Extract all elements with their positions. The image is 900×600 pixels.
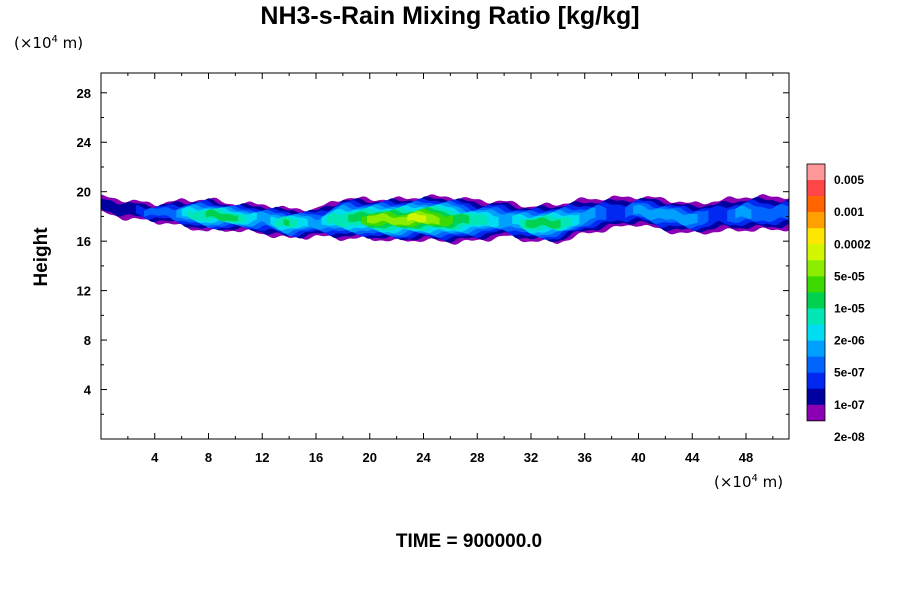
x-unit-base: (×10 bbox=[714, 473, 752, 491]
colorbar-swatch bbox=[807, 308, 825, 325]
x-tick-label: 8 bbox=[205, 450, 212, 465]
colorbar-swatch bbox=[807, 404, 825, 422]
colorbar-label: 1e-05 bbox=[834, 301, 865, 315]
colorbar-frame bbox=[806, 163, 826, 422]
plot-frame bbox=[100, 72, 790, 440]
y-unit-base: (×10 bbox=[14, 34, 52, 52]
y-tick-label: 4 bbox=[84, 383, 92, 398]
x-tick-label: 12 bbox=[255, 450, 269, 465]
contour-band bbox=[407, 212, 427, 223]
colorbar: 0.005 0.001 0.0002 5e-05 1e-05 2e-06 5e-07 1e-0… bbox=[806, 163, 871, 444]
chart-title: NH3-s-Rain Mixing Ratio [kg/kg] bbox=[260, 2, 640, 30]
x-tick-label: 20 bbox=[363, 450, 377, 465]
colorbar-swatch bbox=[807, 388, 825, 406]
colorbar-swatch bbox=[807, 340, 825, 357]
x-tick-label: 4 bbox=[151, 450, 159, 465]
colorbar-swatch bbox=[807, 324, 825, 341]
x-tick-label: 40 bbox=[631, 450, 645, 465]
colorbar-swatch bbox=[807, 228, 825, 245]
colorbar-swatch bbox=[807, 196, 825, 213]
y-tick-label: 24 bbox=[77, 135, 92, 150]
contour-band bbox=[735, 205, 752, 219]
colorbar-label: 0.005 bbox=[834, 173, 864, 187]
colorbar-swatch bbox=[807, 212, 825, 229]
x-tick-label: 44 bbox=[685, 450, 700, 465]
contour-band bbox=[633, 204, 698, 226]
x-tick-label: 28 bbox=[470, 450, 484, 465]
colorbar-label: 5e-07 bbox=[834, 366, 865, 380]
y-tick-label: 12 bbox=[77, 284, 91, 299]
colorbar-swatch bbox=[807, 260, 825, 277]
x-unit-tail: m) bbox=[757, 473, 784, 491]
y-tick-label: 8 bbox=[84, 333, 91, 348]
x-tick-label: 48 bbox=[739, 450, 753, 465]
colorbar-swatch bbox=[807, 164, 825, 181]
y-tick-label: 20 bbox=[77, 185, 91, 200]
x-tick-label: 16 bbox=[309, 450, 323, 465]
x-unit-exponent: 4 bbox=[751, 473, 758, 484]
colorbar-swatch bbox=[807, 372, 825, 389]
y-unit-tail: m) bbox=[57, 34, 84, 52]
time-label: TIME = 900000.0 bbox=[395, 531, 543, 552]
y-unit-exponent: 4 bbox=[51, 34, 58, 45]
colorbar-label: 1e-07 bbox=[834, 398, 865, 412]
colorbar-label: 0.001 bbox=[834, 205, 864, 219]
colorbar-swatch bbox=[807, 356, 825, 373]
colorbar-label: 2e-08 bbox=[834, 430, 865, 444]
x-tick-label: 24 bbox=[416, 450, 431, 465]
colorbar-label: 5e-05 bbox=[834, 269, 865, 283]
y-tick-label: 28 bbox=[77, 86, 91, 101]
colorbar-swatch bbox=[807, 276, 825, 293]
x-axis-unit: (×104 m) bbox=[714, 473, 783, 491]
y-axis-unit: (×104 m) bbox=[14, 34, 83, 52]
contour-band bbox=[525, 217, 561, 229]
colorbar-swatch bbox=[807, 180, 825, 197]
colorbar-label: 0.0002 bbox=[834, 237, 871, 251]
mixing-ratio-field bbox=[101, 194, 789, 245]
x-tick-label: 36 bbox=[578, 450, 592, 465]
colorbar-swatch bbox=[807, 292, 825, 309]
y-tick-label: 16 bbox=[77, 234, 91, 249]
contour-band bbox=[205, 209, 239, 222]
colorbar-swatch bbox=[807, 244, 825, 261]
x-tick-label: 32 bbox=[524, 450, 538, 465]
contour-band bbox=[283, 218, 290, 227]
colorbar-label: 2e-06 bbox=[834, 334, 865, 348]
